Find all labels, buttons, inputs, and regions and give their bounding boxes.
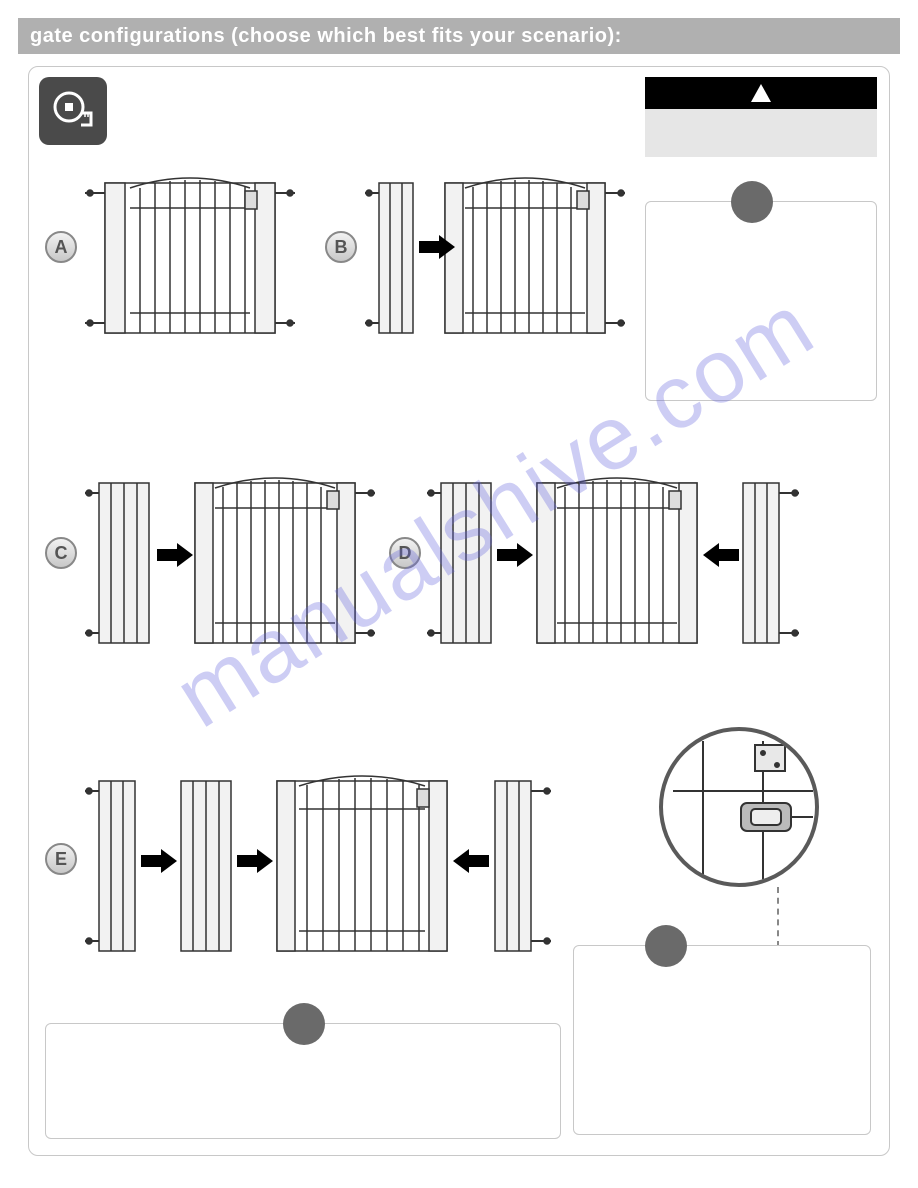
note-circle-2 [645,925,687,967]
arrow-right-c [155,541,195,569]
warning-body [645,109,877,157]
header-bar: gate configurations (choose which best f… [18,18,900,54]
arrow-right-d1 [495,541,535,569]
gate-diagram-c [85,463,375,663]
tape-measure-icon [39,77,107,145]
warning-banner [645,77,877,109]
config-label-d: D [389,537,421,569]
arrow-right-b [417,233,457,261]
header-title: gate configurations (choose which best f… [30,25,622,48]
main-panel: A B [28,66,890,1156]
label-d-text: D [399,543,412,564]
arrow-right-e2 [235,847,275,875]
detail-circle-svg [663,731,819,887]
warning-triangle-icon [751,84,771,102]
label-b-text: B [335,237,348,258]
arrow-left-e [451,847,491,875]
label-a-text: A [55,237,68,258]
gate-diagram-b [365,163,625,353]
dash-connector [777,887,779,947]
arrow-left-d [701,541,741,569]
config-label-b: B [325,231,357,263]
label-e-text: E [55,849,67,870]
note-box-top-right [645,201,877,401]
config-label-e: E [45,843,77,875]
config-label-a: A [45,231,77,263]
arrow-right-e1 [139,847,179,875]
note-circle-3 [283,1003,325,1045]
tape-measure-svg [51,89,95,133]
note-box-bottom-right [573,945,871,1135]
detail-circle [659,727,819,887]
note-circle-1 [731,181,773,223]
gate-diagram-d [427,463,807,663]
label-c-text: C [55,543,68,564]
config-label-c: C [45,537,77,569]
gate-diagram-a [85,163,295,353]
